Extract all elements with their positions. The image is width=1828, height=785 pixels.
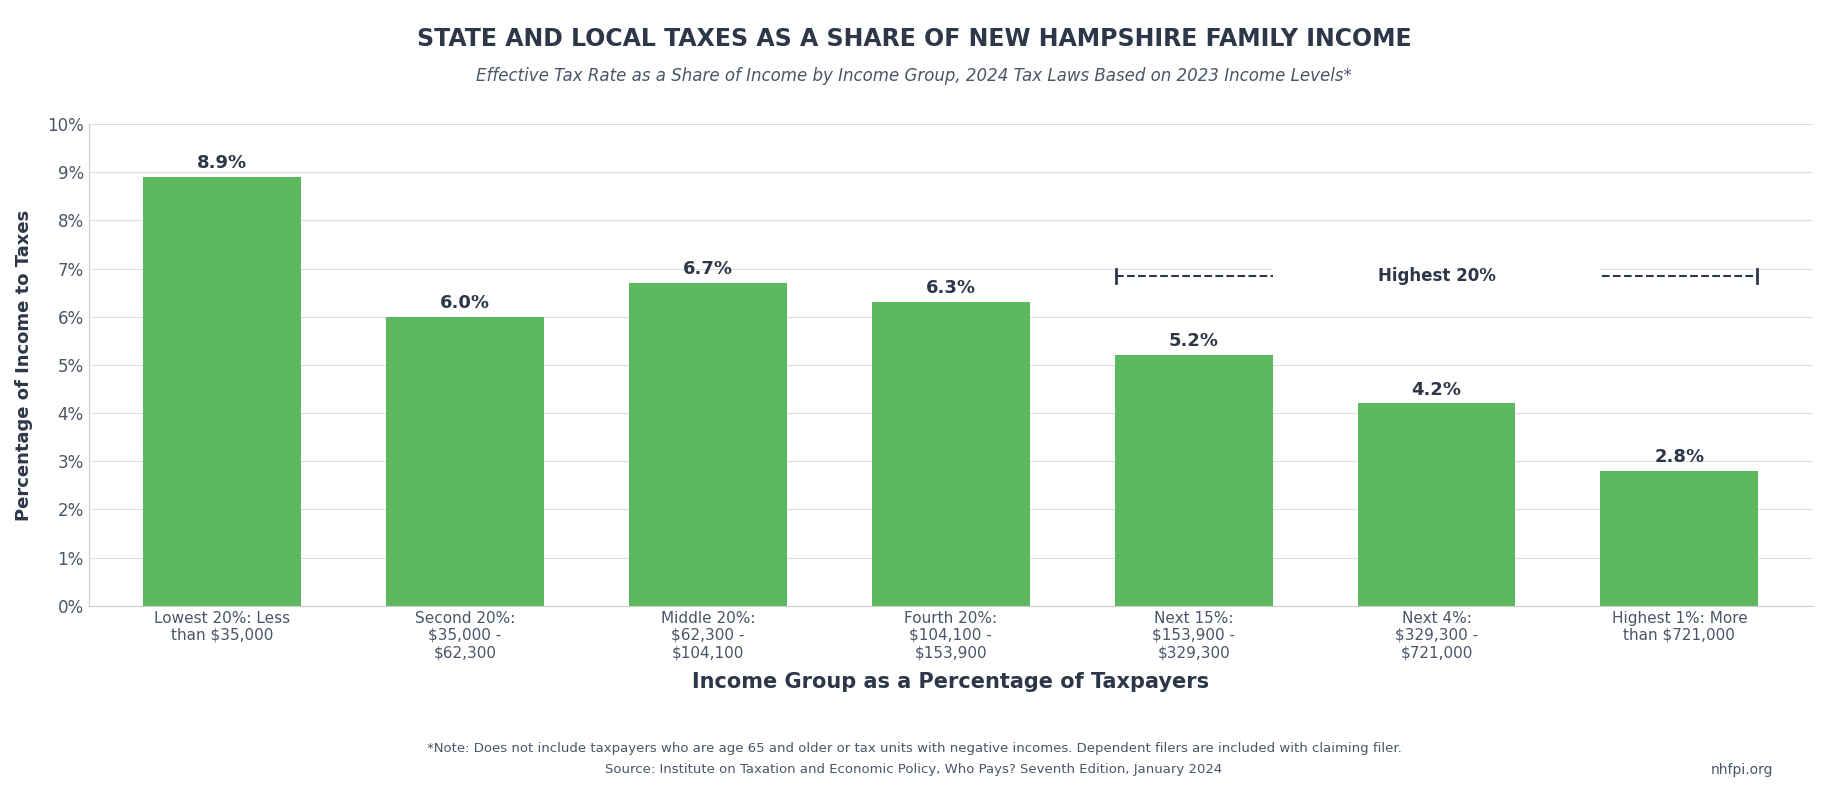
Bar	[872, 302, 1029, 606]
Bar	[386, 316, 545, 606]
X-axis label: Income Group as a Percentage of Taxpayers: Income Group as a Percentage of Taxpayer…	[693, 671, 1210, 692]
Text: 6.0%: 6.0%	[441, 294, 490, 312]
Text: nhfpi.org: nhfpi.org	[1711, 763, 1773, 777]
Bar	[1601, 471, 1759, 606]
Text: STATE AND LOCAL TAXES AS A SHARE OF NEW HAMPSHIRE FAMILY INCOME: STATE AND LOCAL TAXES AS A SHARE OF NEW …	[417, 27, 1411, 52]
Text: Highest 20%: Highest 20%	[1378, 267, 1495, 285]
Text: *Note: Does not include taxpayers who are age 65 and older or tax units with neg: *Note: Does not include taxpayers who ar…	[426, 742, 1402, 755]
Text: 5.2%: 5.2%	[1168, 332, 1219, 350]
Bar	[1115, 356, 1272, 606]
Bar	[143, 177, 302, 606]
Y-axis label: Percentage of Income to Taxes: Percentage of Income to Taxes	[15, 210, 33, 520]
Text: 6.3%: 6.3%	[925, 279, 976, 298]
Text: Source: Institute on Taxation and Economic Policy, Who Pays? Seventh Edition, Ja: Source: Institute on Taxation and Econom…	[605, 763, 1223, 776]
Bar	[1358, 403, 1515, 606]
Text: 8.9%: 8.9%	[197, 154, 247, 172]
Text: 4.2%: 4.2%	[1411, 381, 1462, 399]
Bar	[629, 283, 786, 606]
Text: 2.8%: 2.8%	[1654, 448, 1704, 466]
Text: Effective Tax Rate as a Share of Income by Income Group, 2024 Tax Laws Based on : Effective Tax Rate as a Share of Income …	[475, 67, 1353, 85]
Bar	[1272, 265, 1601, 287]
Text: 6.7%: 6.7%	[684, 260, 733, 278]
